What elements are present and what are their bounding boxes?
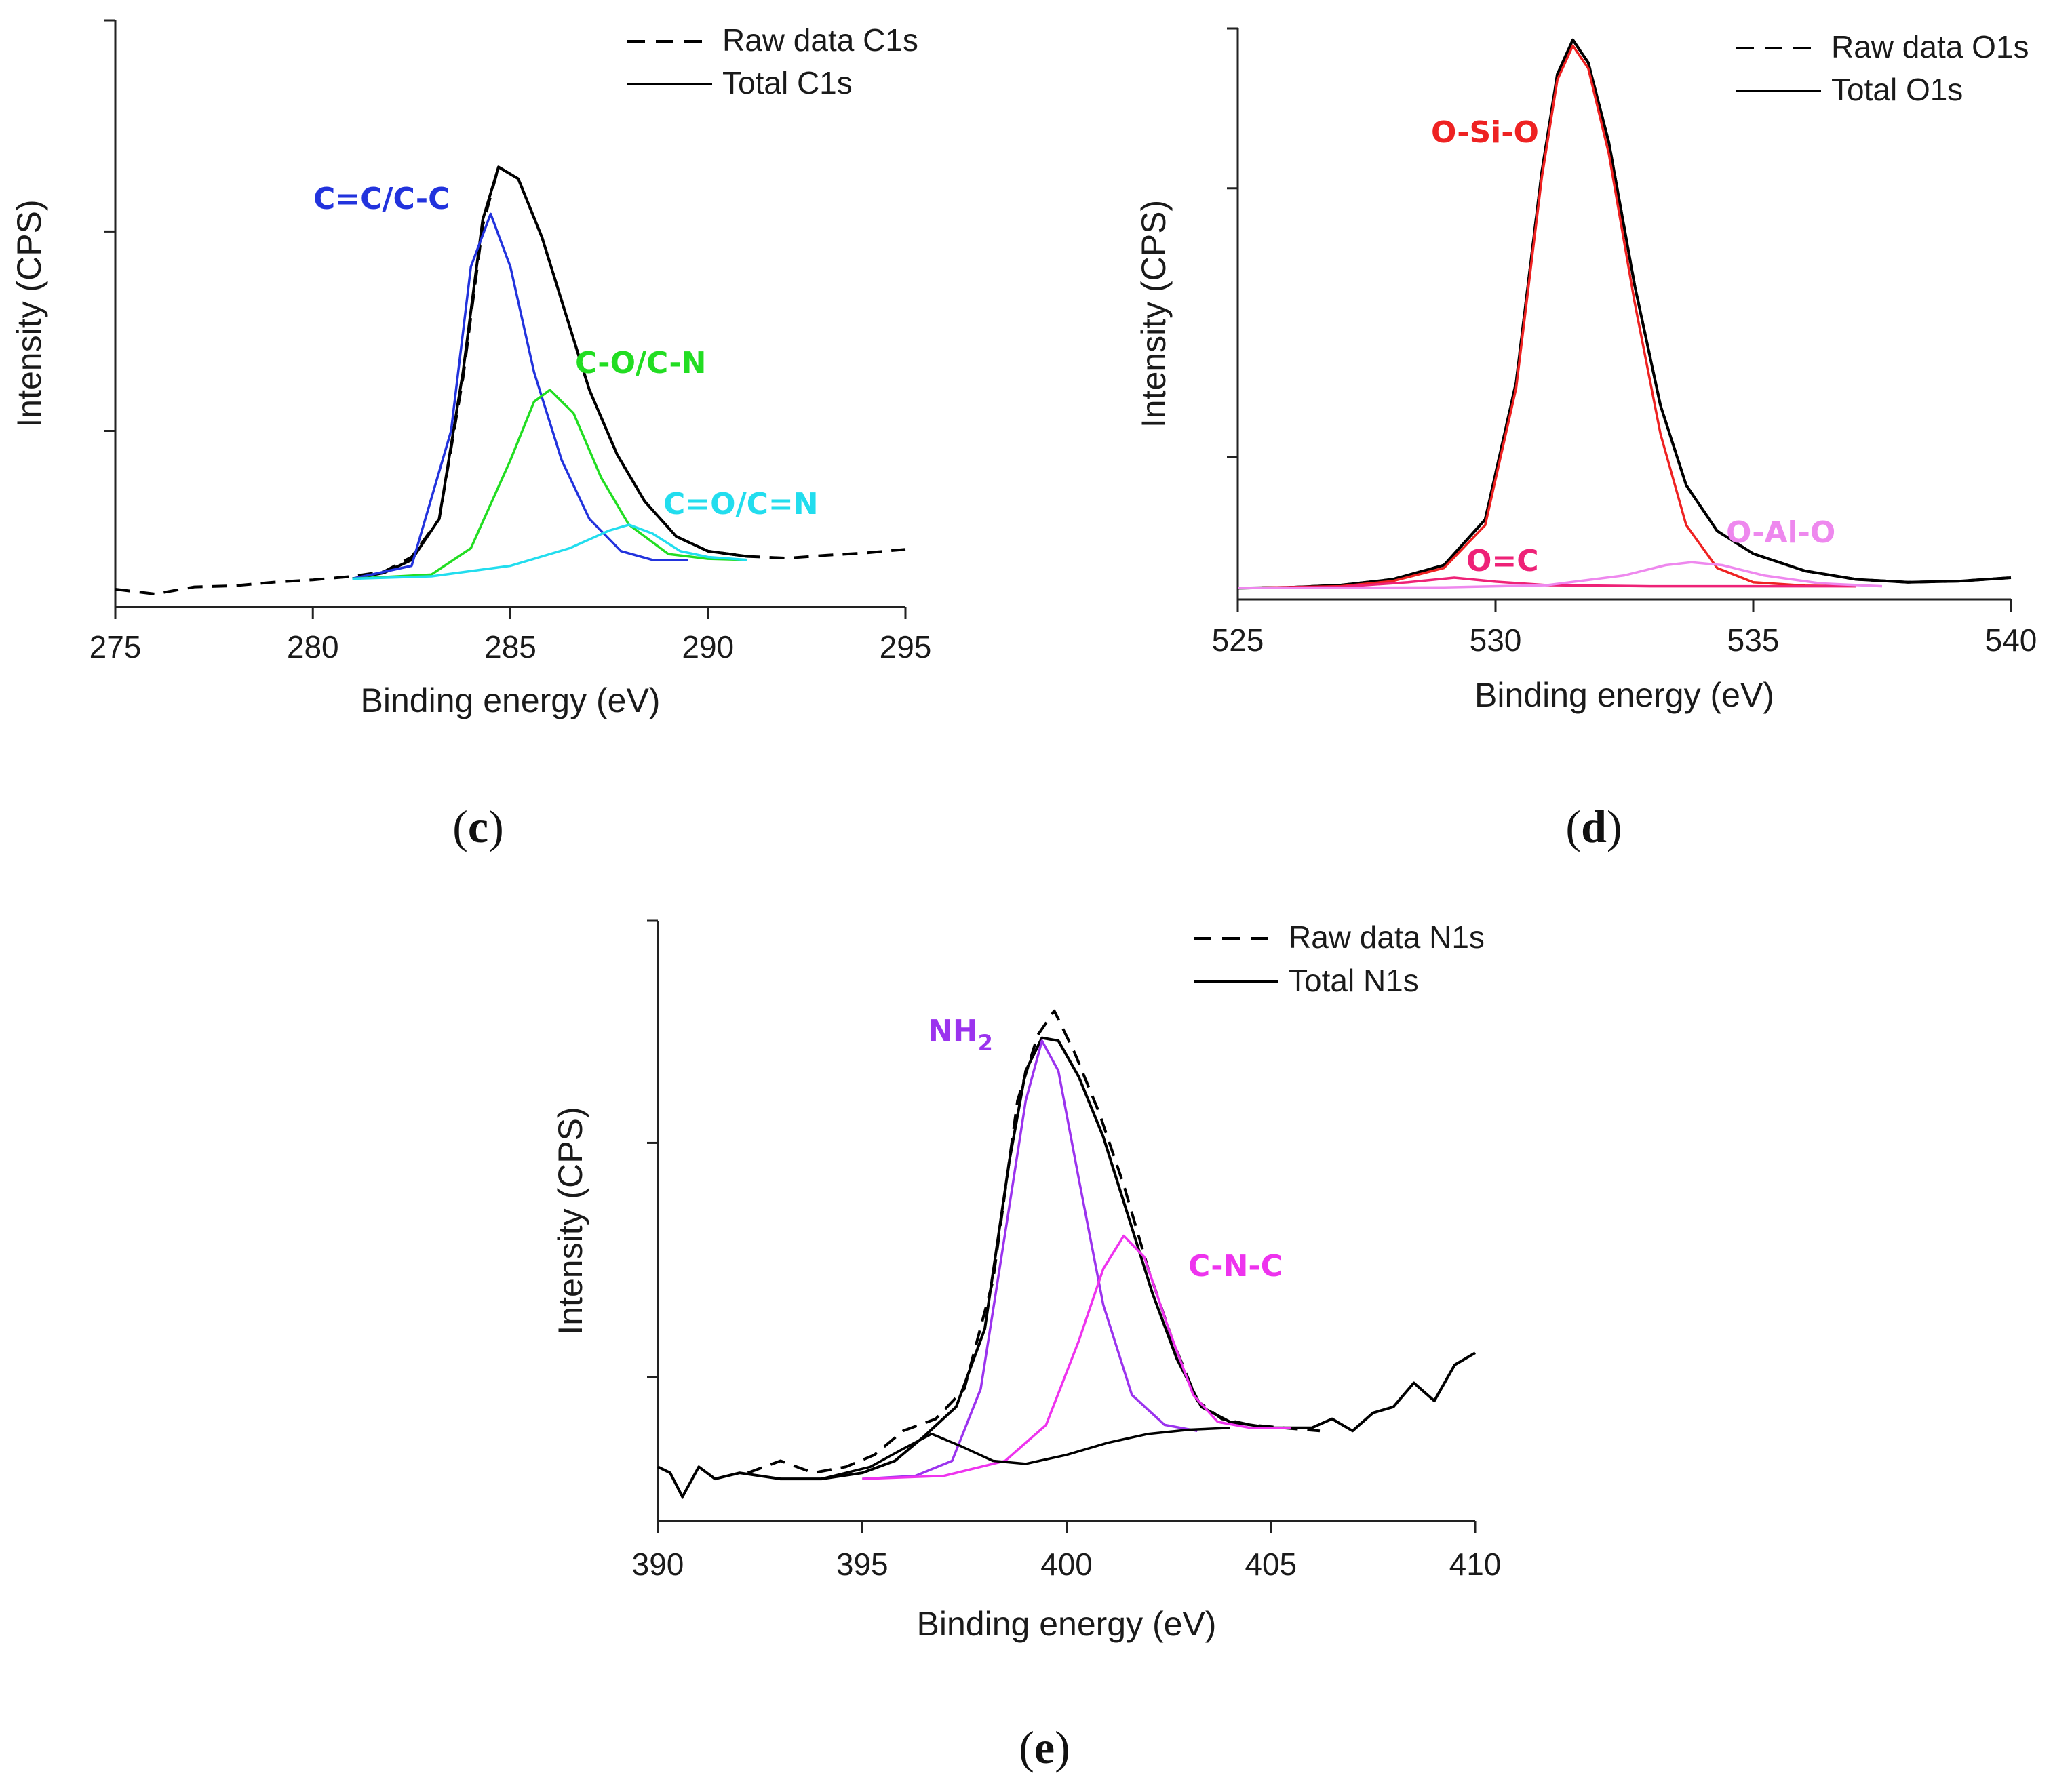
series-line-total-c1s — [352, 165, 748, 580]
panel-label-close: ) — [1607, 801, 1622, 852]
peak-label-main: NH — [928, 1014, 978, 1048]
x-tick-label: 280 — [287, 629, 339, 664]
x-tick-label: 295 — [880, 629, 932, 664]
panel-label-close: ) — [1055, 1722, 1070, 1773]
series-line-c-o-c-n — [352, 389, 748, 580]
x-tick-label: 390 — [632, 1547, 684, 1582]
legend-label: Total N1s — [1289, 963, 1419, 998]
panel-label-close: ) — [488, 801, 504, 852]
x-tick-label: 410 — [1449, 1547, 1502, 1582]
series-line-small-component — [821, 1427, 1230, 1480]
x-axis-title: Binding energy (eV) — [361, 681, 661, 719]
legend-label: Raw data C1s — [722, 22, 918, 58]
x-tick-label: 395 — [836, 1547, 888, 1582]
chart-panel-e: 390 395 400 405 410 Binding energy (eV) Intens… — [551, 919, 1501, 1643]
peak-label: C=O/C=N — [663, 487, 819, 521]
panel-label-open: ( — [452, 801, 468, 852]
peak-label: O-Si-O — [1431, 115, 1539, 150]
panel-label-open: ( — [1565, 801, 1581, 852]
series-line-raw-data-o1s — [1237, 38, 2012, 590]
panel-label-d: (d) — [1565, 801, 1622, 852]
chart-panel-d: 525 530 535 540 Binding energy (eV) Intensity… — [1135, 27, 2037, 714]
panel-label-e: (e) — [1019, 1722, 1070, 1773]
x-tick-label: 525 — [1212, 622, 1264, 658]
series-line-total-n1s — [657, 1036, 1477, 1499]
series-line-raw-data-n1s — [747, 1009, 1321, 1475]
peak-label-subscript: 2 — [978, 1030, 993, 1056]
series-line-o-al-o — [1237, 561, 1883, 589]
series-line-o-c — [1237, 576, 1856, 589]
x-axis-title: Binding energy (eV) — [917, 1605, 1217, 1643]
peak-label: O-Al-O — [1726, 515, 1835, 550]
y-axis-title: Intensity (CPS) — [10, 199, 48, 427]
x-axis-title: Binding energy (eV) — [1474, 676, 1774, 714]
x-tick-label: 530 — [1470, 622, 1522, 658]
series-line-nh2 — [862, 1039, 1198, 1480]
peak-label: O=C — [1466, 544, 1539, 578]
panel-label-letter: d — [1581, 801, 1607, 852]
series-line-c-c-c-c — [352, 212, 688, 580]
series-line-raw-data-c1s — [115, 165, 906, 595]
panel-label-c: (c) — [452, 801, 504, 852]
series-line-c-o-c-n — [352, 523, 748, 580]
legend-label: Raw data O1s — [1831, 29, 2029, 64]
legend-label: Total O1s — [1831, 72, 1963, 107]
legend-label: Total C1s — [722, 65, 853, 100]
y-axis-title: Intensity (CPS) — [1135, 200, 1173, 428]
x-tick-label: 405 — [1245, 1547, 1297, 1582]
chart-panel-c: 275 280 285 290 295 Binding energy (eV) Intens… — [10, 19, 932, 719]
series-line-o-si-o — [1237, 44, 1857, 589]
x-tick-label: 275 — [90, 629, 142, 664]
panel-label-open: ( — [1019, 1722, 1034, 1773]
x-tick-label: 535 — [1727, 622, 1780, 658]
peak-label: C-N-C — [1188, 1249, 1283, 1284]
peak-label: C=C/C-C — [313, 182, 450, 216]
x-tick-label: 290 — [682, 629, 734, 664]
x-tick-label: 540 — [1985, 622, 2037, 658]
x-tick-label: 400 — [1040, 1547, 1093, 1582]
peak-label-nh2: NH2 — [928, 1014, 993, 1056]
x-tick-label: 285 — [484, 629, 536, 664]
panel-label-letter: e — [1034, 1722, 1055, 1773]
panel-label-letter: c — [468, 801, 488, 852]
series-line-total-o1s — [1237, 38, 2012, 590]
legend-label: Raw data N1s — [1289, 919, 1485, 955]
y-axis-title: Intensity (CPS) — [551, 1107, 589, 1334]
peak-label: C-O/C-N — [575, 346, 706, 380]
